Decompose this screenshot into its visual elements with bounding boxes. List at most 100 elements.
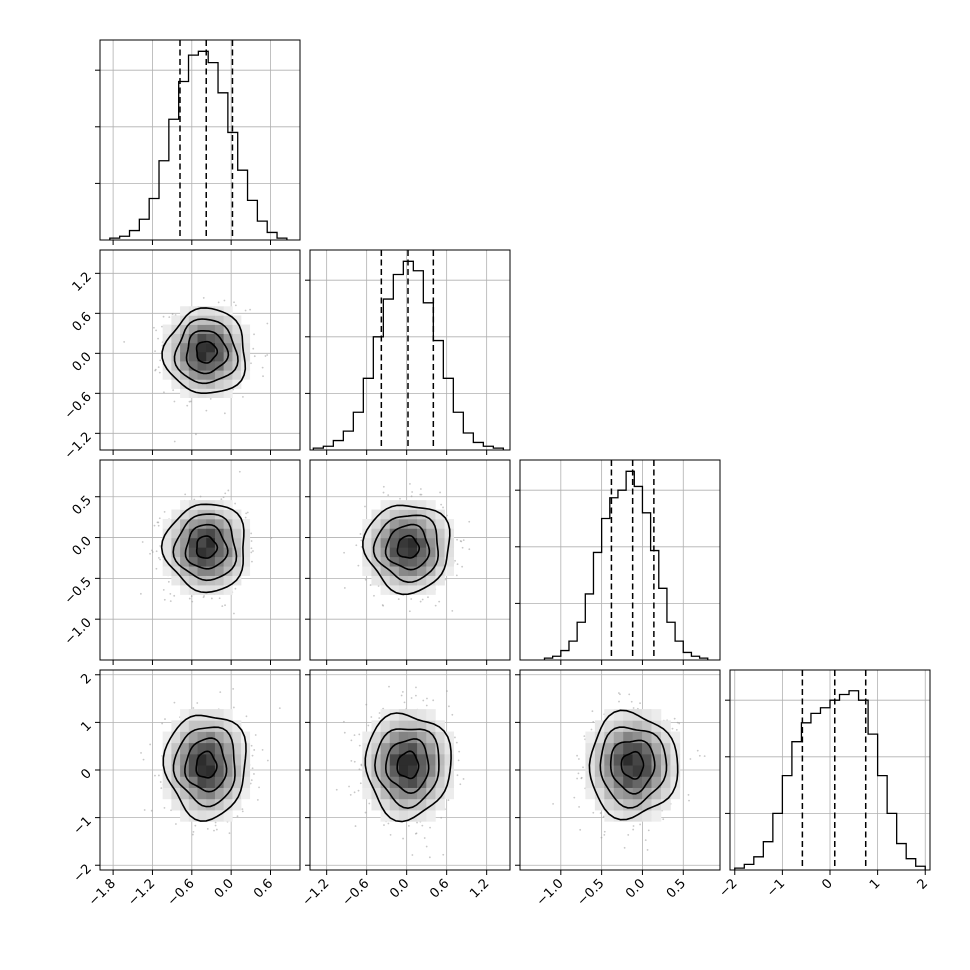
density-bin: [426, 754, 436, 766]
density-bin: [180, 720, 190, 732]
contour-level-3: [161, 307, 247, 394]
density-bins: [362, 709, 455, 822]
density-bin: [162, 787, 172, 800]
density-bin: [197, 776, 207, 788]
density-bin: [188, 370, 198, 380]
density-bin: [214, 528, 224, 539]
density-bin: [188, 810, 198, 822]
contour-level-0: [195, 535, 219, 559]
density-bin: [670, 776, 681, 788]
sample-point: [245, 715, 248, 718]
density-bin: [380, 731, 391, 744]
density-bins: [362, 500, 455, 595]
x-tick-label-0-4: 0.6: [251, 876, 276, 901]
sample-point: [360, 764, 363, 767]
density-bin: [398, 519, 409, 529]
sample-point: [158, 556, 160, 559]
panel-frame: [519, 459, 721, 661]
sample-point: [242, 395, 244, 398]
density-bin: [197, 306, 207, 316]
sample-point: [199, 495, 202, 498]
sample-point: [349, 793, 352, 796]
density-bin: [362, 754, 372, 766]
density-bin: [408, 709, 418, 721]
y-tick-label-1-1: −0.6: [62, 390, 95, 423]
density-bin: [232, 765, 242, 777]
density-panel-2-1: [305, 459, 511, 665]
density-bin: [613, 731, 624, 744]
contour-level-1: [184, 523, 229, 570]
sample-point: [167, 580, 170, 583]
sample-point: [164, 718, 166, 720]
sample-point: [213, 829, 215, 832]
x-tick-label-3-3: 1: [867, 876, 883, 892]
density-bin: [435, 547, 445, 558]
density-panel-2-0: −1.0 −0.5 0.0 0.5: [62, 459, 301, 665]
sample-point: [250, 540, 253, 542]
density-bin: [426, 709, 436, 721]
density-bin: [214, 742, 224, 755]
sample-point: [161, 325, 163, 328]
sample-point: [422, 699, 425, 702]
density-bin: [380, 528, 391, 539]
sample-point: [387, 494, 390, 497]
density-bin: [371, 798, 381, 811]
sample-point: [580, 776, 583, 779]
sample-point: [591, 710, 594, 713]
density-bin: [426, 537, 436, 548]
density-bin: [232, 315, 242, 325]
density-bin: [223, 361, 233, 371]
sample-point: [359, 782, 362, 785]
density-bin: [389, 765, 400, 777]
sample-point: [425, 704, 428, 707]
density-bin: [435, 566, 445, 576]
sample-point: [399, 497, 401, 500]
sample-point: [205, 409, 208, 412]
density-bin: [398, 810, 409, 822]
density-bin: [197, 361, 207, 371]
sample-point: [456, 538, 458, 541]
density-bin: [444, 519, 455, 529]
sample-point: [232, 706, 235, 709]
density-bin: [389, 731, 400, 744]
sample-point: [190, 595, 193, 598]
density-bin: [188, 528, 198, 539]
sample-point: [411, 491, 414, 493]
density-bin: [162, 333, 172, 344]
contour-level-0: [620, 750, 645, 780]
sample-point: [234, 587, 237, 590]
sample-point: [162, 588, 165, 591]
sample-point: [462, 539, 465, 541]
contour-level-1: [384, 523, 431, 571]
contour-level-0: [396, 750, 420, 780]
sample-point: [389, 833, 392, 836]
sample-point: [159, 545, 162, 547]
density-bin: [241, 556, 251, 567]
panel-frame: [729, 669, 931, 871]
sample-point: [647, 829, 650, 832]
sample-point: [662, 818, 665, 821]
density-bin: [162, 765, 172, 777]
density-bin: [435, 720, 445, 732]
density-bin: [232, 720, 242, 732]
density-bin: [417, 500, 427, 510]
contour-level-1: [185, 330, 230, 375]
sample-point: [455, 741, 458, 744]
sample-point: [149, 552, 151, 555]
density-bin: [206, 352, 216, 362]
density-bin: [171, 333, 181, 344]
density-bin: [188, 776, 198, 788]
density-bin: [214, 787, 224, 800]
density-bin: [426, 509, 436, 520]
density-bin: [180, 776, 190, 788]
sample-point: [253, 773, 255, 775]
sample-point: [190, 400, 192, 403]
sample-point: [442, 853, 445, 856]
density-bin: [241, 370, 251, 380]
sample-point: [426, 697, 428, 700]
density-bin: [408, 742, 418, 755]
density-bin: [398, 720, 409, 732]
density-bin: [623, 709, 633, 721]
sample-point: [618, 700, 620, 703]
y-tick-label-3-0: −2: [71, 861, 95, 885]
